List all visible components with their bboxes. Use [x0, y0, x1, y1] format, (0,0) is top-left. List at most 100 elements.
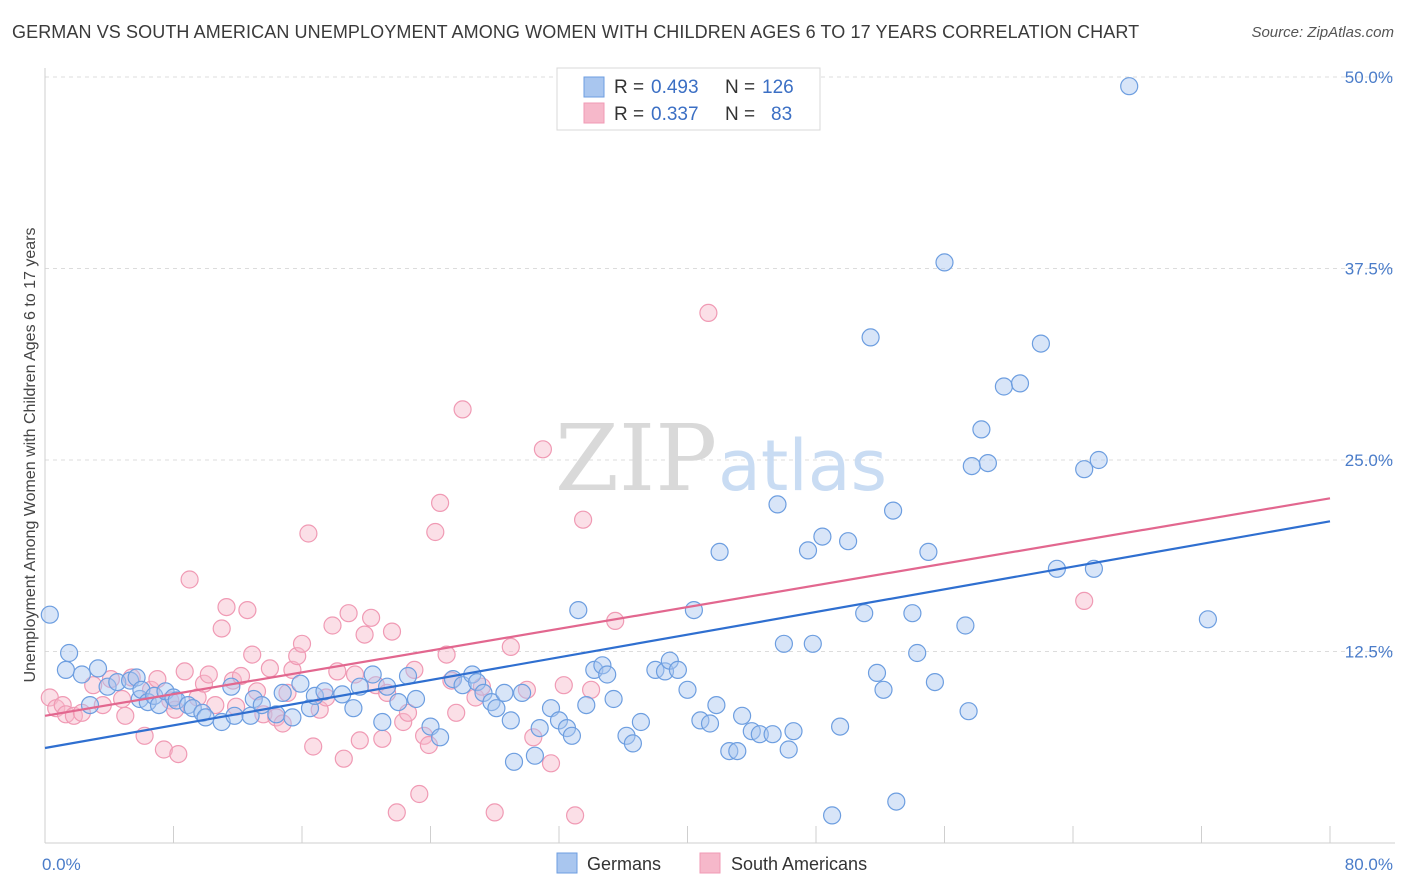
y-axis-label: Unemployment Among Women with Children A…: [22, 227, 39, 682]
germans-point-104: [903, 604, 922, 623]
south-americans-point-81: [581, 680, 601, 699]
south-americans-point-80: [573, 510, 593, 529]
germans-point-43: [406, 689, 426, 709]
germans-point-95: [822, 806, 842, 825]
south-americans-point-47: [334, 749, 353, 768]
germans-point-107: [925, 672, 945, 692]
stats-legend-row-south-americans: R = 0.337 N = 83: [583, 102, 792, 125]
south-americans-point-75: [524, 728, 543, 747]
germans-point-0: [40, 605, 59, 624]
south-americans-point-50: [350, 731, 369, 750]
south-americans-point-48: [339, 604, 358, 623]
germans-point-87: [763, 725, 782, 744]
germans-point-91: [784, 722, 803, 741]
germans-point-97: [838, 532, 858, 551]
germans-point-103: [887, 792, 906, 811]
germans-n-value: 126: [762, 77, 794, 98]
germans-point-111: [972, 420, 991, 439]
germans-r-value: 0.493: [651, 77, 699, 98]
south-americans-point-40: [292, 634, 312, 653]
south-americans-point-78: [554, 676, 573, 695]
south-americans-point-30: [238, 600, 257, 620]
south-americans-point-65: [431, 493, 450, 512]
germans-point-79: [700, 714, 720, 733]
germans-point-86: [750, 725, 769, 744]
stats-legend-row-germans: R = 0.493 N = 126: [583, 76, 794, 98]
grid: [45, 76, 1395, 652]
source-credit: Source: ZipAtlas.com: [1251, 24, 1394, 41]
germans-point-88: [768, 495, 787, 514]
germans-point-70: [623, 734, 643, 753]
germans-point-38: [363, 665, 382, 684]
germans-point-56: [512, 683, 532, 703]
south-americans-point-51: [355, 625, 374, 644]
germans-point-39: [373, 712, 392, 732]
germans-point-52: [487, 699, 506, 718]
south-americans-point-61: [410, 784, 429, 804]
germans-point-4: [88, 659, 108, 678]
germans-swatch: [583, 76, 605, 98]
germans-point-2: [59, 643, 79, 663]
germans-point-99: [861, 328, 880, 347]
south-americans-point-56: [382, 622, 402, 641]
south-americans-point-42: [304, 737, 323, 756]
south-americans-point-11: [122, 668, 141, 687]
south-americans-point-6: [84, 676, 103, 695]
germans-point-119: [1089, 450, 1108, 470]
south-americans-point-77: [541, 754, 561, 773]
germans-point-29: [273, 683, 292, 703]
south-americans-point-54: [373, 729, 392, 748]
south-americans-trend-line: [44, 497, 1331, 717]
germans-point-101: [874, 680, 893, 699]
south-americans-n-value: 83: [771, 104, 792, 125]
germans-point-6: [98, 677, 117, 696]
germans-point-113: [994, 377, 1014, 396]
germans-point-110: [962, 457, 981, 476]
germans-point-84: [732, 706, 752, 725]
germans-point-114: [1010, 374, 1030, 393]
south-americans-point-79: [565, 806, 585, 825]
chart-title: GERMAN VS SOUTH AMERICAN UNEMPLOYMENT AM…: [12, 22, 1140, 42]
germans-point-23: [222, 677, 241, 696]
south-americans-point-37: [278, 683, 297, 703]
germans-point-106: [919, 542, 938, 562]
germans-point-112: [978, 454, 998, 473]
germans-point-3: [72, 665, 92, 684]
south-americans-point-57: [387, 803, 406, 822]
germans-point-17: [167, 691, 186, 710]
legend-south-americans-swatch: [699, 852, 721, 874]
germans-point-69: [617, 726, 636, 745]
south-americans-point-64: [426, 522, 445, 542]
south-americans-point-31: [243, 645, 262, 664]
south-americans-point-72: [485, 803, 504, 822]
germans-point-64: [577, 695, 596, 715]
germans-point-89: [774, 634, 794, 653]
germans-point-72: [646, 660, 665, 680]
germans-point-94: [813, 527, 832, 546]
germans-point-76: [678, 680, 697, 699]
germans-point-121: [1198, 610, 1218, 629]
x-tick-label-min: 0.0%: [42, 855, 81, 874]
y-tick-labels: 12.5% 25.0% 37.5% 50.0%: [1345, 68, 1393, 662]
germans-point-21: [196, 708, 215, 727]
germans-point-5: [80, 695, 100, 715]
legend-germans-swatch: [556, 852, 578, 874]
germans-point-81: [710, 542, 729, 562]
germans-point-45: [431, 728, 450, 747]
y-tick-label-1: 25.0%: [1345, 451, 1393, 470]
germans-point-105: [908, 643, 927, 663]
germans-point-90: [779, 740, 798, 759]
legend-south-americans-label: South Americans: [731, 854, 867, 874]
watermark-zip: ZIP: [555, 405, 717, 512]
south-americans-point-45: [323, 616, 342, 635]
germans-point-122: [959, 702, 978, 721]
south-americans-point-84: [1075, 591, 1094, 611]
germans-point-98: [855, 604, 874, 623]
germans-point-93: [803, 634, 822, 653]
y-tick-label-3: 50.0%: [1345, 68, 1393, 87]
south-americans-point-69: [453, 400, 472, 419]
germans-point-120: [1120, 77, 1139, 96]
stats-legend: R = 0.493 N = 126 R = 0.337 N = 83: [556, 67, 821, 131]
germans-point-92: [798, 541, 818, 560]
y-tick-label-2: 37.5%: [1345, 260, 1393, 279]
